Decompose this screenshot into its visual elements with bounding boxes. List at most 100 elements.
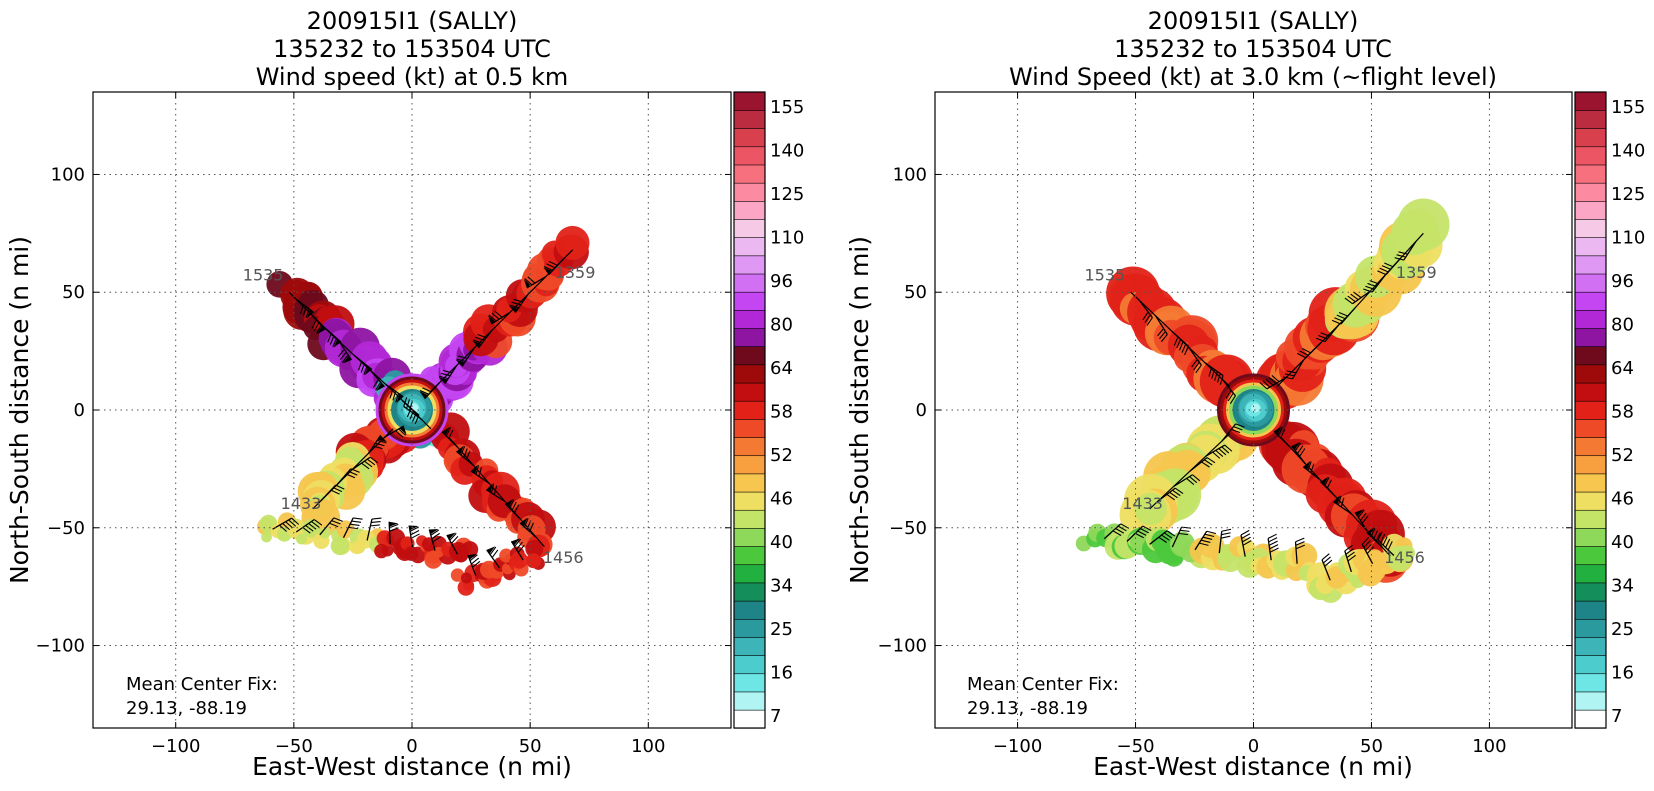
right-x-tick-label-1: −50: [1117, 736, 1155, 757]
left-colorbar-label-8: 52: [770, 445, 793, 466]
left-track-time-label-1: 1359: [555, 263, 596, 282]
left-wind-barb-20: [335, 468, 360, 486]
left-track-time-label-2: 1433: [281, 494, 322, 513]
left-center-fix-label: Mean Center Fix:: [126, 674, 278, 695]
left-wind-barb-33: [388, 521, 399, 544]
right-colorbar-swatch-3: [1574, 655, 1607, 675]
right-wind-barbs: [1103, 232, 1424, 581]
right-colorbar-label-12: 25: [1611, 619, 1634, 640]
right-wind-barb-33: [1240, 529, 1252, 557]
left-colorbar-swatch-14: [733, 455, 766, 475]
left-wind-barb-22: [441, 426, 459, 448]
right-wind-barb-31: [1194, 530, 1217, 551]
left-wind-field: [257, 225, 590, 596]
left-colorbar-swatch-20: [733, 346, 766, 366]
left-colorbar-swatch-19: [733, 364, 766, 384]
left-colorbar-swatch-27: [733, 218, 766, 238]
left-colorbar: 155 140 125 110 96 80 64 58 52 46 40 34 25 16 7: [733, 91, 804, 729]
left-swath-blob-arc1-3: [374, 543, 389, 559]
left-track-time-label-0: 1535: [243, 265, 284, 284]
left-flight-track-7: [449, 437, 545, 548]
right-colorbar-swatch-4: [1574, 636, 1607, 656]
left-title-line2: 135232 to 153504 UTC: [273, 35, 551, 63]
left-wind-barb-15: [523, 276, 547, 289]
left-wind-barb-17: [384, 425, 407, 438]
left-colorbar-label-2: 125: [770, 184, 804, 205]
right-colorbar-swatch-12: [1574, 491, 1607, 511]
right-colorbar-label-1: 140: [1611, 141, 1645, 162]
right-colorbar-swatch-10: [1574, 527, 1607, 547]
left-y-ticks: −100 −50 0 50 100: [36, 164, 731, 657]
right-wind-barb-22: [1302, 460, 1322, 481]
right-wind-barb-1: [1155, 315, 1168, 343]
left-flight-track-1: [331, 334, 394, 392]
right-wind-barb-14: [1394, 241, 1417, 261]
right-colorbar-label-14: 7: [1611, 706, 1622, 727]
left-colorbar-label-13: 16: [770, 663, 793, 684]
right-colorbar-swatch-8: [1574, 564, 1607, 584]
left-wind-barb-1: [309, 312, 326, 335]
right-y-axis-label: North-South distance (n mi): [845, 236, 874, 584]
left-colorbar-swatch-11: [733, 509, 766, 529]
left-wind-barb-26: [504, 498, 522, 520]
right-wind-barb-7: [1283, 359, 1305, 380]
left-colorbar-swatch-23: [733, 291, 766, 311]
left-x-ticks: −100 −50 0 50 100: [151, 92, 665, 757]
left-center-fix-value: 29.13, -88.19: [126, 698, 247, 719]
right-colorbar-label-11: 34: [1611, 576, 1634, 597]
right-wind-barb-37: [1344, 544, 1356, 573]
left-swath-blob-arc0-13: [301, 519, 321, 538]
left-wind-barb-14: [508, 294, 529, 314]
right-x-tick-label-3: 50: [1360, 736, 1383, 757]
right-track-time-label-1: 1359: [1396, 263, 1437, 282]
right-colorbar-swatch-21: [1574, 327, 1607, 348]
left-colorbar-label-3: 110: [770, 228, 804, 249]
right-wind-barb-18: [1173, 474, 1201, 487]
left-wind-barb-36: [446, 532, 459, 555]
left-colorbar-label-12: 25: [770, 619, 793, 640]
left-wind-barb-39: [510, 538, 525, 561]
left-swath-blob-arc2-4: [461, 572, 472, 584]
right-wind-barb-9: [1315, 324, 1340, 343]
right-wind-barb-20: [1273, 426, 1291, 448]
right-colorbar-label-2: 125: [1611, 184, 1645, 205]
right-y-ticks: −100 −50 0 50 100: [878, 164, 1572, 657]
left-colorbar-swatch-18: [733, 382, 766, 402]
right-y-tick-label-3: 50: [904, 282, 927, 303]
right-y-tick-label-2: 0: [916, 400, 927, 421]
left-wind-barb-5: [369, 369, 385, 392]
left-colorbar-swatch-0: [733, 709, 766, 729]
left-x-tick-label-2: 0: [406, 736, 417, 757]
right-colorbar-label-0: 155: [1611, 97, 1645, 118]
left-x-tick-label-4: 100: [631, 736, 665, 757]
left-colorbar-swatch-26: [733, 237, 766, 257]
left-colorbar-swatch-12: [733, 491, 766, 511]
right-wind-barb-21: [1291, 442, 1306, 464]
left-swath-blob-leg4-26: [555, 225, 590, 260]
right-wind-barb-11: [1344, 290, 1371, 305]
left-wind-barb-8: [403, 397, 422, 420]
left-colorbar-swatch-24: [733, 273, 766, 293]
left-track-labels: 1535 1359 1433 1456: [243, 263, 596, 567]
right-colorbar-swatch-1: [1574, 691, 1607, 711]
right-wind-barb-10: [1331, 307, 1356, 325]
right-wind-barb-19: [1157, 487, 1184, 502]
right-swath-blob-leg2-26: [1397, 198, 1450, 251]
right-colorbar-label-3: 110: [1611, 228, 1645, 249]
left-wind-barb-21: [320, 484, 345, 502]
right-eye-core-5: [1251, 403, 1260, 413]
right-colorbar-swatch-31: [1574, 146, 1607, 166]
right-center-fix-value: 29.13, -88.19: [967, 698, 1088, 719]
left-eyewall-ring-3: [384, 382, 440, 438]
right-wind-barb-24: [1333, 495, 1352, 515]
left-colorbar-swatch-31: [733, 146, 766, 166]
left-swath-blob-arc2-26: [525, 553, 541, 569]
right-wind-barb-26: [1366, 527, 1384, 549]
right-wind-barb-38: [1361, 537, 1375, 565]
right-colorbar: 155 140 125 110 96 80 64 58 52 46 40 34 25 16 7: [1574, 91, 1645, 729]
left-title-line1: 200915I1 (SALLY): [307, 7, 518, 35]
left-colorbar-swatch-8: [733, 564, 766, 584]
right-colorbar-swatch-27: [1574, 218, 1607, 238]
left-wind-barb-3: [338, 341, 353, 364]
